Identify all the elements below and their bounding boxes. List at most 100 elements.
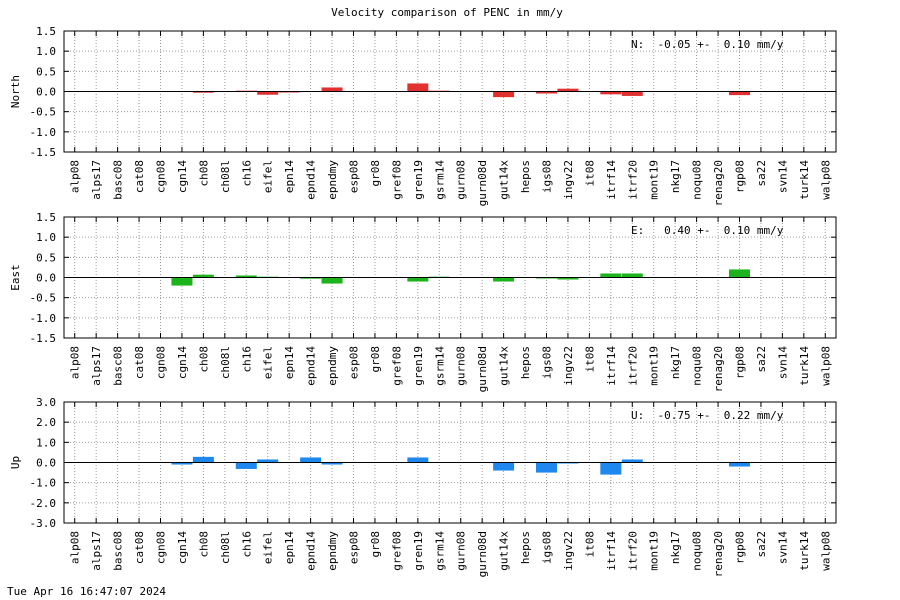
x-tick-label: renag20	[712, 160, 725, 206]
y-tick-label: 1.5	[36, 211, 56, 224]
x-tick-label: gref08	[390, 160, 403, 200]
x-tick-label: ch08	[197, 531, 210, 558]
x-tick-label: nkg17	[669, 531, 682, 564]
x-tick-label: renag20	[712, 346, 725, 392]
x-tick-label: hepos	[519, 160, 532, 193]
bar-east-ch08	[192, 274, 214, 278]
bar-up-ch16	[235, 462, 257, 469]
x-tick-label: epnd14	[305, 160, 318, 200]
x-tick-label: alps17	[90, 531, 103, 571]
x-tick-label: renag20	[712, 531, 725, 577]
x-tick-label: turk14	[798, 160, 811, 200]
x-tick-label: esp08	[348, 160, 361, 193]
x-tick-label: igs08	[541, 160, 554, 193]
x-tick-label: gr08	[369, 531, 382, 558]
y-tick-label: 0.0	[36, 457, 56, 470]
bar-east-rgp08	[729, 269, 750, 278]
x-tick-label: it08	[583, 346, 596, 373]
y-tick-label: 0.5	[36, 251, 56, 264]
bar-up-gren19	[407, 457, 429, 463]
x-tick-label: gsrm14	[433, 346, 446, 386]
bar-up-eifel	[257, 459, 279, 463]
x-tick-label: eifel	[262, 346, 275, 379]
bar-north-gut14x	[493, 91, 515, 98]
x-tick-label: epn14	[283, 346, 296, 379]
bar-east-ch16	[235, 275, 257, 278]
bar-up-cgn14	[171, 462, 193, 465]
x-tick-label: it08	[583, 160, 596, 187]
bar-up-ch08	[192, 456, 214, 463]
x-tick-label: igs08	[541, 346, 554, 379]
footer-timestamp: Tue Apr 16 16:47:07 2024	[7, 585, 166, 598]
x-tick-label: gr08	[369, 160, 382, 187]
x-tick-label: ingv22	[562, 531, 575, 571]
x-tick-label: cgn14	[176, 160, 189, 193]
bar-up-itrf14	[600, 462, 622, 475]
x-tick-label: gsrm14	[433, 160, 446, 200]
x-tick-label: gsrm14	[433, 531, 446, 571]
x-tick-label: ch08l	[219, 346, 232, 379]
y-tick-label: -1.5	[30, 332, 57, 345]
bar-up-epndmy	[321, 462, 343, 465]
x-tick-label: mont19	[648, 346, 661, 386]
x-tick-label: alps17	[90, 346, 103, 386]
x-tick-label: rgp08	[734, 346, 747, 379]
bar-north-gren19	[407, 83, 429, 92]
bar-north-itrf14	[600, 91, 622, 95]
x-tick-label: noqu08	[691, 346, 704, 386]
x-tick-label: cgn08	[155, 531, 168, 564]
bar-east-ingv22	[557, 277, 579, 280]
x-tick-label: walp08	[819, 160, 832, 200]
x-tick-label: ch08l	[219, 531, 232, 564]
y-tick-label: 1.5	[36, 25, 56, 38]
bar-up-itrf20	[621, 459, 643, 463]
bar-east-gut14x	[493, 277, 515, 282]
x-tick-label: gurn08	[455, 346, 468, 386]
plot-frame	[63, 30, 837, 153]
x-tick-label: cat08	[133, 160, 146, 193]
x-tick-label: gren19	[412, 531, 425, 571]
y-tick-label: -1.0	[30, 312, 57, 325]
x-tick-label: noqu08	[691, 160, 704, 200]
x-tick-label: esp08	[348, 346, 361, 379]
x-tick-label: sa22	[755, 160, 768, 187]
bar-up-gut14x	[493, 462, 515, 471]
x-tick-label: noqu08	[691, 531, 704, 571]
y-tick-label: -1.0	[30, 126, 57, 139]
x-tick-label: nkg17	[669, 160, 682, 193]
bar-north-itrf20	[621, 91, 643, 96]
x-tick-label: igs08	[541, 531, 554, 564]
y-tick-label: 1.0	[36, 231, 56, 244]
y-tick-label: -2.0	[30, 497, 57, 510]
bar-up-ingv22	[557, 462, 579, 464]
x-tick-label: basc08	[112, 531, 125, 571]
bar-east-epndmy	[321, 277, 343, 284]
x-tick-label: gren19	[412, 160, 425, 200]
x-tick-label: rgp08	[734, 531, 747, 564]
x-tick-label: it08	[583, 531, 596, 558]
x-tick-label: epn14	[283, 160, 296, 193]
x-tick-label: ch08	[197, 160, 210, 187]
x-tick-label: epn14	[283, 531, 296, 564]
x-tick-label: itrf14	[605, 531, 618, 571]
x-tick-label: gurn08	[455, 531, 468, 571]
x-tick-label: ch16	[240, 346, 253, 373]
x-tick-label: cat08	[133, 531, 146, 564]
y-tick-label: 2.0	[36, 416, 56, 429]
x-tick-label: ingv22	[562, 160, 575, 200]
x-tick-label: gref08	[390, 346, 403, 386]
x-tick-label: walp08	[819, 346, 832, 386]
panel-annotation: U: -0.75 +- 0.22 mm/y	[631, 409, 784, 422]
x-tick-label: itrf14	[605, 346, 618, 386]
y-tick-label: 1.0	[36, 436, 56, 449]
y-tick-label: 0.0	[36, 272, 56, 285]
x-tick-label: gut14x	[498, 160, 511, 200]
x-tick-label: epndmy	[326, 160, 339, 200]
plot-frame	[63, 401, 837, 524]
x-tick-label: ch08	[197, 346, 210, 373]
x-tick-label: esp08	[348, 531, 361, 564]
x-tick-label: epndmy	[326, 346, 339, 386]
bar-north-ch08	[192, 91, 214, 93]
x-tick-label: cgn14	[176, 346, 189, 379]
x-tick-label: gurn08d	[476, 346, 489, 392]
